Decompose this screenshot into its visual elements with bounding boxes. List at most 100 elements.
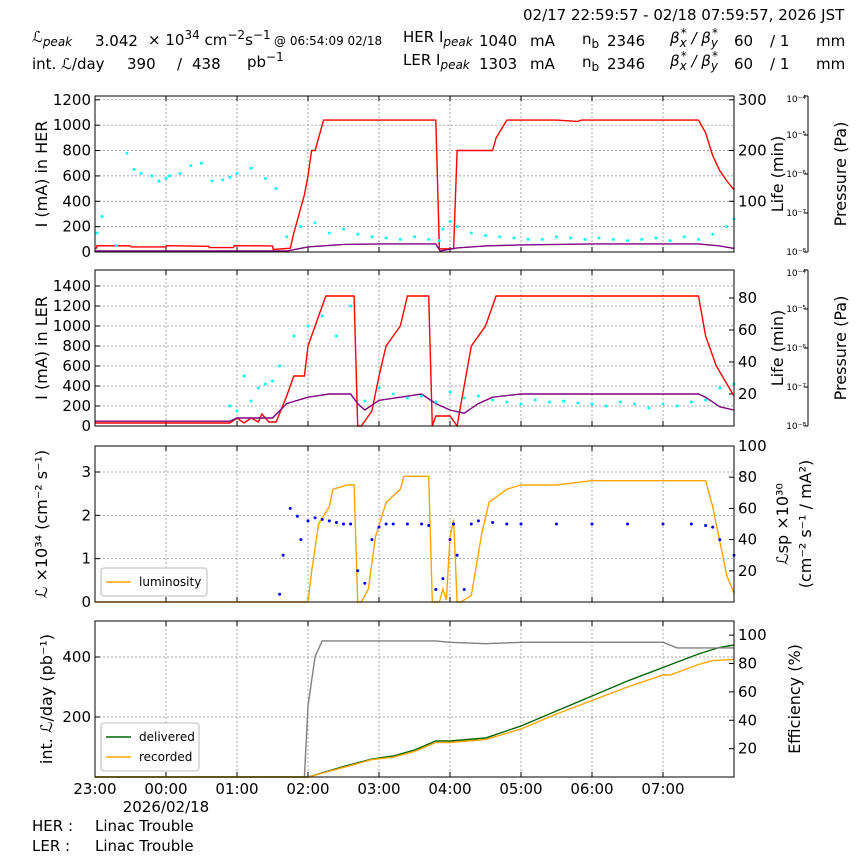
y2-tick-label: 40 <box>738 353 757 371</box>
pressure-point <box>562 399 566 403</box>
pressure-point <box>274 187 278 191</box>
pressure-point <box>597 236 601 240</box>
pressure-point <box>711 232 715 236</box>
pressure-tick-label: 10⁻⁴ <box>786 269 806 279</box>
luminosity-line <box>95 475 735 603</box>
pressure-point <box>725 225 729 229</box>
pressure-point <box>377 386 381 390</box>
pressure-point <box>242 374 246 378</box>
specific-point <box>711 525 715 529</box>
specific-point <box>590 522 594 526</box>
her-nb-value: 2346 <box>607 32 646 50</box>
pressure-axis-label: Pressure (Pa) <box>831 122 850 227</box>
y-tick-label: 200 <box>62 708 91 726</box>
pressure-point <box>476 394 480 398</box>
lpeak-value: 3.042 <box>95 32 138 50</box>
y-tick-label: 200 <box>62 397 91 415</box>
y-tick-label: 1200 <box>53 297 91 315</box>
specific-point <box>626 522 629 526</box>
specific-point <box>342 522 345 526</box>
pressure-point <box>285 235 289 239</box>
ler-ipeak-value: 1303 <box>479 55 518 73</box>
legend-label: recorded <box>139 750 192 764</box>
pressure-point <box>114 244 118 248</box>
pressure-point <box>618 400 622 404</box>
specific-point <box>420 522 424 526</box>
pressure-point <box>611 237 615 241</box>
her-ipeak-value: 1040 <box>479 32 518 50</box>
pressure-series <box>95 151 736 248</box>
efficiency-line <box>303 640 734 778</box>
pressure-point <box>342 227 345 231</box>
ler-beta-y: / 1 <box>770 55 790 73</box>
y2-tick-label: 40 <box>738 711 757 729</box>
pressure-point <box>697 237 700 241</box>
y-tick-label: 3 <box>81 463 91 481</box>
intl-sep: / <box>177 55 183 73</box>
pressure-point <box>306 324 310 328</box>
pressure-point <box>462 396 466 400</box>
pressure-point <box>647 406 651 410</box>
pressure-point <box>178 171 182 175</box>
ler-beta-unit: mm <box>816 55 846 73</box>
specific-point <box>469 522 473 526</box>
y2-axis-label-units: (cm⁻² s⁻¹ / mA²) <box>796 460 815 589</box>
specific-point <box>689 522 693 526</box>
plot-frame <box>94 620 735 778</box>
lpeak-unit: × 1034 cm−2s−1 <box>148 28 271 49</box>
specific-point <box>704 524 708 528</box>
specific-point <box>391 522 395 526</box>
pressure-point <box>640 237 644 241</box>
life-line <box>95 393 735 422</box>
time-range: 02/17 22:59:57 - 02/18 07:59:57, 2026 JS… <box>523 6 845 24</box>
pressure-point <box>356 232 360 236</box>
plot-frame <box>94 95 735 253</box>
y2-axis-label: ℒsp ×10³⁰ <box>773 483 792 565</box>
pressure-point <box>157 179 161 183</box>
legend-box <box>100 567 208 597</box>
x-tick-label: 02:00 <box>286 780 329 798</box>
y2-tick-label: 300 <box>738 91 767 109</box>
pressure-tick-label: 10⁻⁴ <box>786 95 806 105</box>
specific-point <box>384 522 388 526</box>
specific-point <box>452 522 456 526</box>
pressure-point <box>210 179 214 183</box>
y-tick-label: 800 <box>62 337 91 355</box>
y2-tick-label: 80 <box>738 468 757 486</box>
pressure-point <box>100 214 104 218</box>
y2-tick-label: 100 <box>738 192 767 210</box>
pressure-point <box>384 236 388 240</box>
legend-label: delivered <box>139 730 195 744</box>
pressure-point <box>292 334 296 338</box>
pressure-axis-label: Pressure (Pa) <box>831 296 850 401</box>
y-tick-label: 1000 <box>53 317 91 335</box>
y-tick-label: 1 <box>81 550 91 568</box>
y-axis-label: int. ℒ/day (pb⁻¹) <box>37 634 56 764</box>
pressure-point <box>249 166 253 170</box>
pressure-tick-label: 10⁻⁷ <box>786 383 806 393</box>
pressure-point <box>512 236 516 240</box>
x-tick-label: 07:00 <box>641 780 684 798</box>
specific-point <box>320 517 324 521</box>
specific-point <box>448 538 452 542</box>
y2-tick-label: 80 <box>738 655 757 673</box>
y-tick-label: 0 <box>81 417 91 435</box>
pressure-point <box>675 404 679 408</box>
pressure-point <box>434 400 438 404</box>
specific-point <box>306 519 310 523</box>
y-tick-label: 1200 <box>53 91 91 109</box>
specific-point <box>476 519 480 523</box>
her-beta-unit: mm <box>816 32 846 50</box>
pressure-point <box>682 235 686 239</box>
specific-point <box>455 553 459 557</box>
y-tick-label: 400 <box>62 648 91 666</box>
y2-tick-label: 40 <box>738 531 757 549</box>
y2-axis-label: Efficiency (%) <box>785 644 804 754</box>
her-ipeak-unit: mA <box>530 32 555 50</box>
pressure-point <box>498 235 502 239</box>
pressure-point <box>533 398 537 402</box>
specific-point <box>327 519 331 523</box>
pressure-point <box>95 231 99 235</box>
y2-tick-label: 100 <box>738 437 767 455</box>
